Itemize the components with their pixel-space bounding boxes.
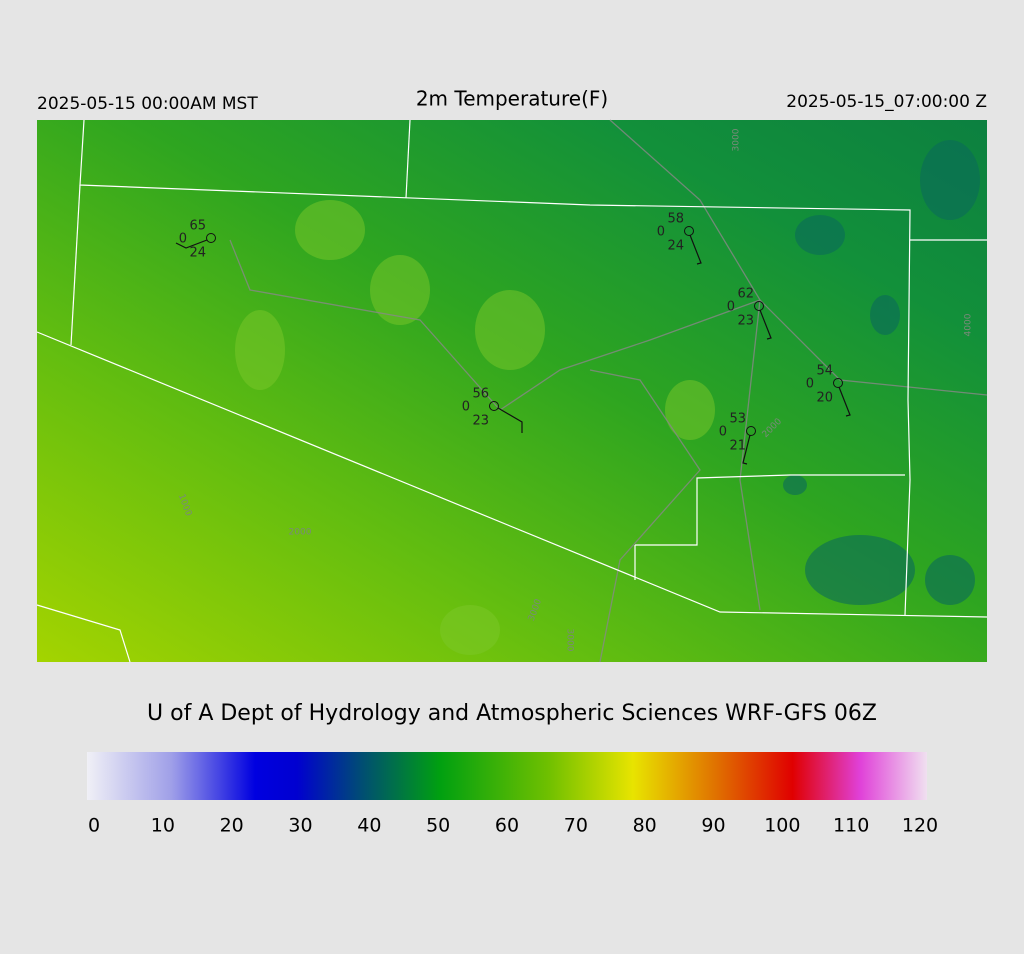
dewpoint: 23 [737,314,754,329]
contour-label: 4000 [964,313,974,336]
dewpoint: 24 [667,239,684,254]
colorbar-tick: 100 [764,815,800,837]
wind-barb [742,434,751,465]
station-circle [746,426,756,436]
colorbar-tick: 50 [426,815,450,837]
colorbar-tick: 0 [88,815,100,837]
colorbar-tick: 70 [564,815,588,837]
temperature: 54 [816,364,833,379]
wind-barb [497,407,523,433]
dewpoint: 23 [472,414,489,429]
pressure: 0 [462,400,470,415]
station-circle [206,233,216,243]
station-circle [489,401,499,411]
valid-local: 2025-05-15 00:00AM MST [37,94,258,114]
contour-label: 3000 [732,128,742,151]
pressure: 0 [179,232,187,247]
temperature: 53 [729,412,746,427]
pressure: 0 [719,425,727,440]
dewpoint: 24 [189,246,206,261]
colorbar [87,752,927,800]
colorbar-ticks: 0 10 20 30 40 50 60 70 80 90 100 110 120 [88,815,938,837]
pressure: 0 [657,225,665,240]
pressure: 0 [806,377,814,392]
wind-barb [759,309,772,340]
station-circle [684,226,694,236]
temperature: 58 [667,212,684,227]
colorbar-tick: 90 [701,815,725,837]
colorbar-tick: 80 [633,815,657,837]
dewpoint: 20 [816,391,833,406]
station-circle [833,378,843,388]
valid-utc: 2025-05-15_07:00:00 Z [786,92,987,112]
colorbar-tick: 30 [288,815,312,837]
colorbar-tick: 40 [357,815,381,837]
contour-label: 2000 [289,528,312,538]
station-circle [754,301,764,311]
colorbar-tick: 10 [151,815,175,837]
dewpoint: 21 [729,439,746,454]
credit: U of A Dept of Hydrology and Atmospheric… [147,701,877,726]
contour-label: 3000 [565,629,575,652]
temperature: 62 [737,287,754,302]
colorbar-tick: 110 [833,815,869,837]
colorbar-tick: 20 [220,815,244,837]
temperature: 56 [472,387,489,402]
wind-barb [838,386,851,417]
colorbar-tick: 60 [495,815,519,837]
temperature: 65 [189,219,206,234]
map-title: 2m Temperature(F) [416,87,608,111]
map [36,119,988,663]
wind-barb [175,239,208,249]
pressure: 0 [727,300,735,315]
wind-barb [689,234,702,265]
colorbar-tick: 120 [902,815,938,837]
